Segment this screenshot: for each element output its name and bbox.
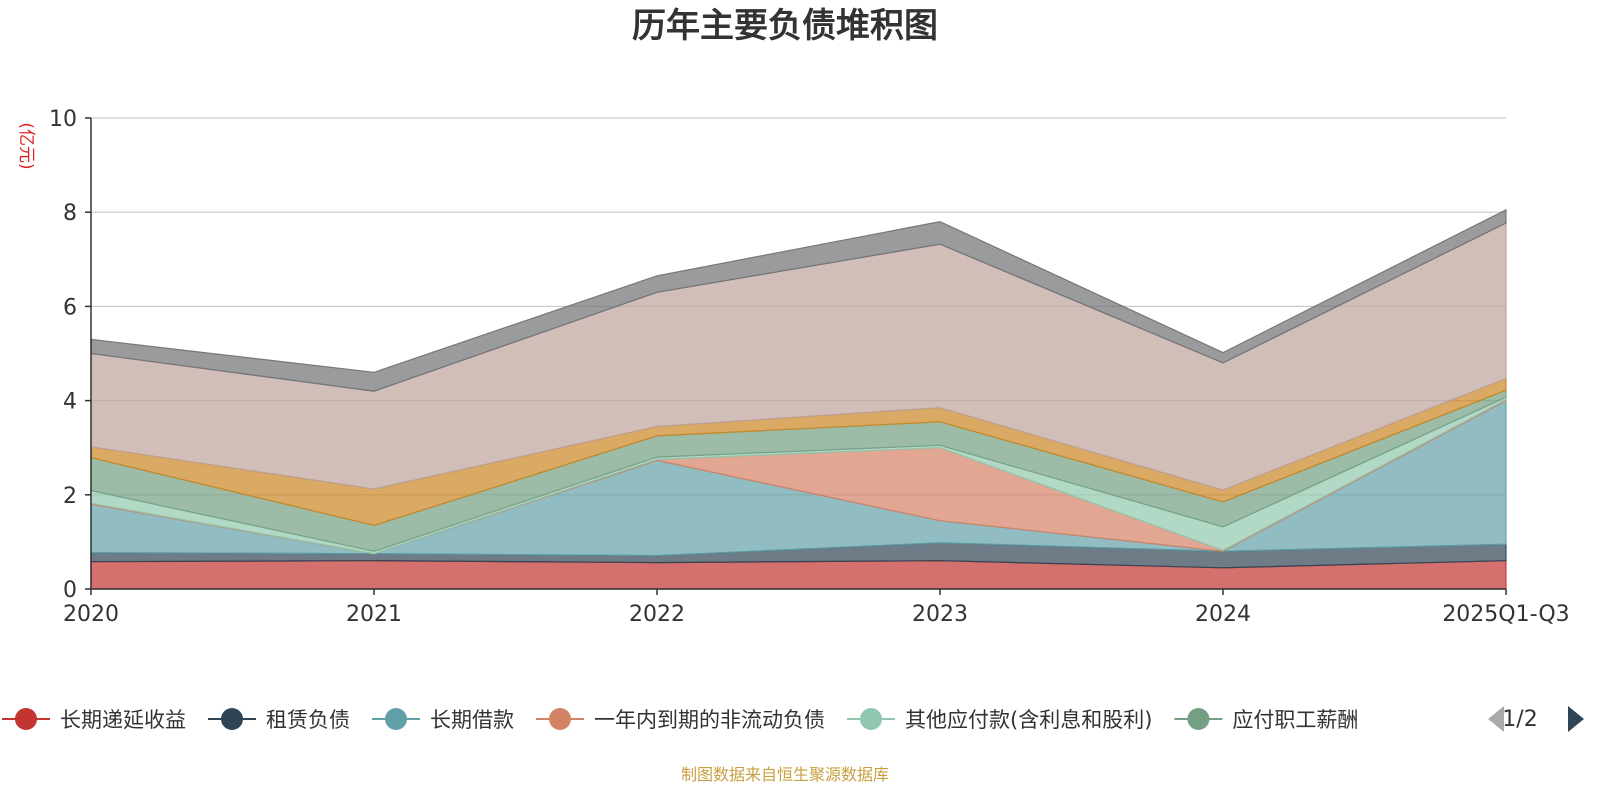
legend-label: 长期借款	[430, 708, 514, 732]
chart-title: 历年主要负债堆积图	[632, 6, 938, 46]
legend-item[interactable]: 长期借款	[372, 708, 514, 732]
legend-label: 其他应付款(含利息和股利)	[905, 708, 1152, 732]
y-axis-unit: (亿元)	[16, 122, 36, 169]
x-tick-label: 2025Q1-Q3	[1442, 602, 1569, 627]
legend-item[interactable]: 应付职工薪酬	[1174, 708, 1358, 732]
y-axis-ticks: 0 2 4 6 8 10	[49, 107, 91, 603]
legend-marker	[1187, 708, 1210, 730]
legend-label: 租赁负债	[266, 708, 350, 732]
legend-prev-icon[interactable]	[1488, 706, 1504, 732]
series-areas	[90, 208, 1507, 590]
y-tick-label: 8	[63, 201, 77, 226]
legend-marker	[221, 708, 243, 730]
legend-pager: 1/2	[1488, 706, 1584, 732]
axes	[90, 118, 1506, 590]
y-tick-label: 10	[49, 107, 77, 132]
x-tick-label: 2023	[912, 602, 968, 627]
legend-page-label: 1/2	[1502, 707, 1537, 732]
area-series-8	[90, 208, 1507, 392]
y-tick-label: 4	[63, 390, 77, 415]
x-tick-label: 2024	[1195, 602, 1251, 627]
x-axis-ticks: 2020 2021 2022 2023 2024 2025Q1-Q3	[63, 589, 1570, 627]
legend-label: 一年内到期的非流动负债	[594, 708, 825, 732]
legend-item[interactable]: 长期递延收益	[2, 708, 186, 732]
legend-marker	[549, 708, 571, 730]
x-tick-label: 2022	[629, 602, 685, 627]
legend-item[interactable]: 其他应付款(含利息和股利)	[847, 708, 1152, 732]
legend-label: 应付职工薪酬	[1232, 708, 1358, 732]
y-tick-label: 2	[63, 484, 77, 509]
data-source-note: 制图数据来自恒生聚源数据库	[681, 765, 889, 784]
legend-marker	[860, 708, 882, 730]
legend-label: 长期递延收益	[60, 708, 186, 732]
legend-item[interactable]: 一年内到期的非流动负债	[536, 708, 825, 732]
legend: 长期递延收益 租赁负债 长期借款 一年内到期的非流动负债 其他应付款(含利息和股利) 应付…	[2, 708, 1358, 732]
x-tick-label: 2021	[346, 602, 402, 627]
y-tick-label: 0	[63, 578, 77, 603]
legend-marker	[385, 708, 407, 730]
y-tick-label: 6	[63, 295, 77, 320]
legend-item[interactable]: 租赁负债	[208, 708, 350, 732]
x-tick-label: 2020	[63, 602, 119, 627]
legend-marker	[15, 708, 37, 730]
legend-next-icon[interactable]	[1568, 706, 1584, 732]
